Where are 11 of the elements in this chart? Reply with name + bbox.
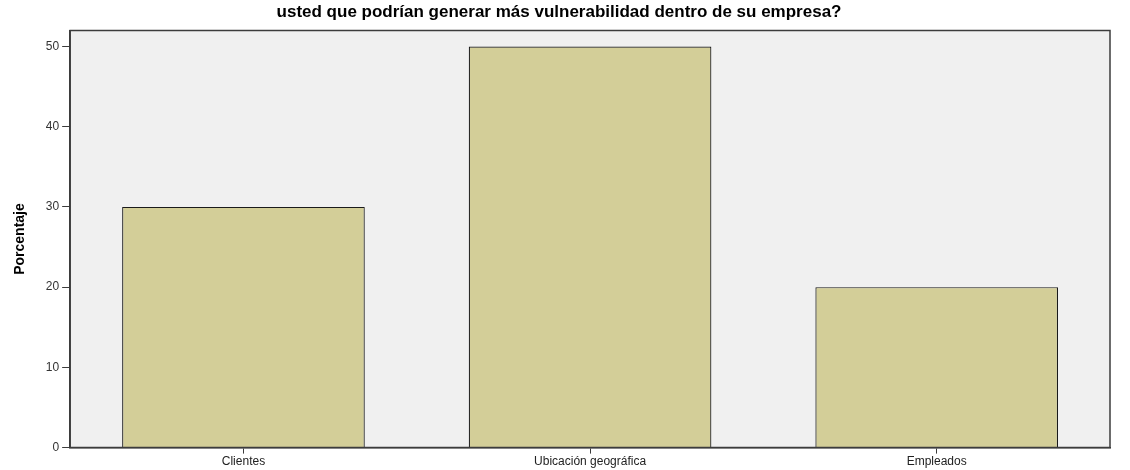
y-tick-label: 50 [45,38,60,53]
x-tick-label: Ubicación geográfica [534,454,647,469]
y-tick-label: 40 [45,118,60,133]
y-tick-label: 20 [45,279,60,294]
x-tick-label: Empleados [906,454,967,469]
x-tick-label: Clientes [221,454,266,469]
y-tick-label: 30 [45,199,60,214]
y-tick-label: 0 [52,439,60,454]
chart-title: usted que podrían generar más vulnerabilidad dentro de su empresa? [276,1,842,21]
y-tick-label: 10 [45,359,60,374]
y-axis-title: Porcentaje [11,203,28,275]
